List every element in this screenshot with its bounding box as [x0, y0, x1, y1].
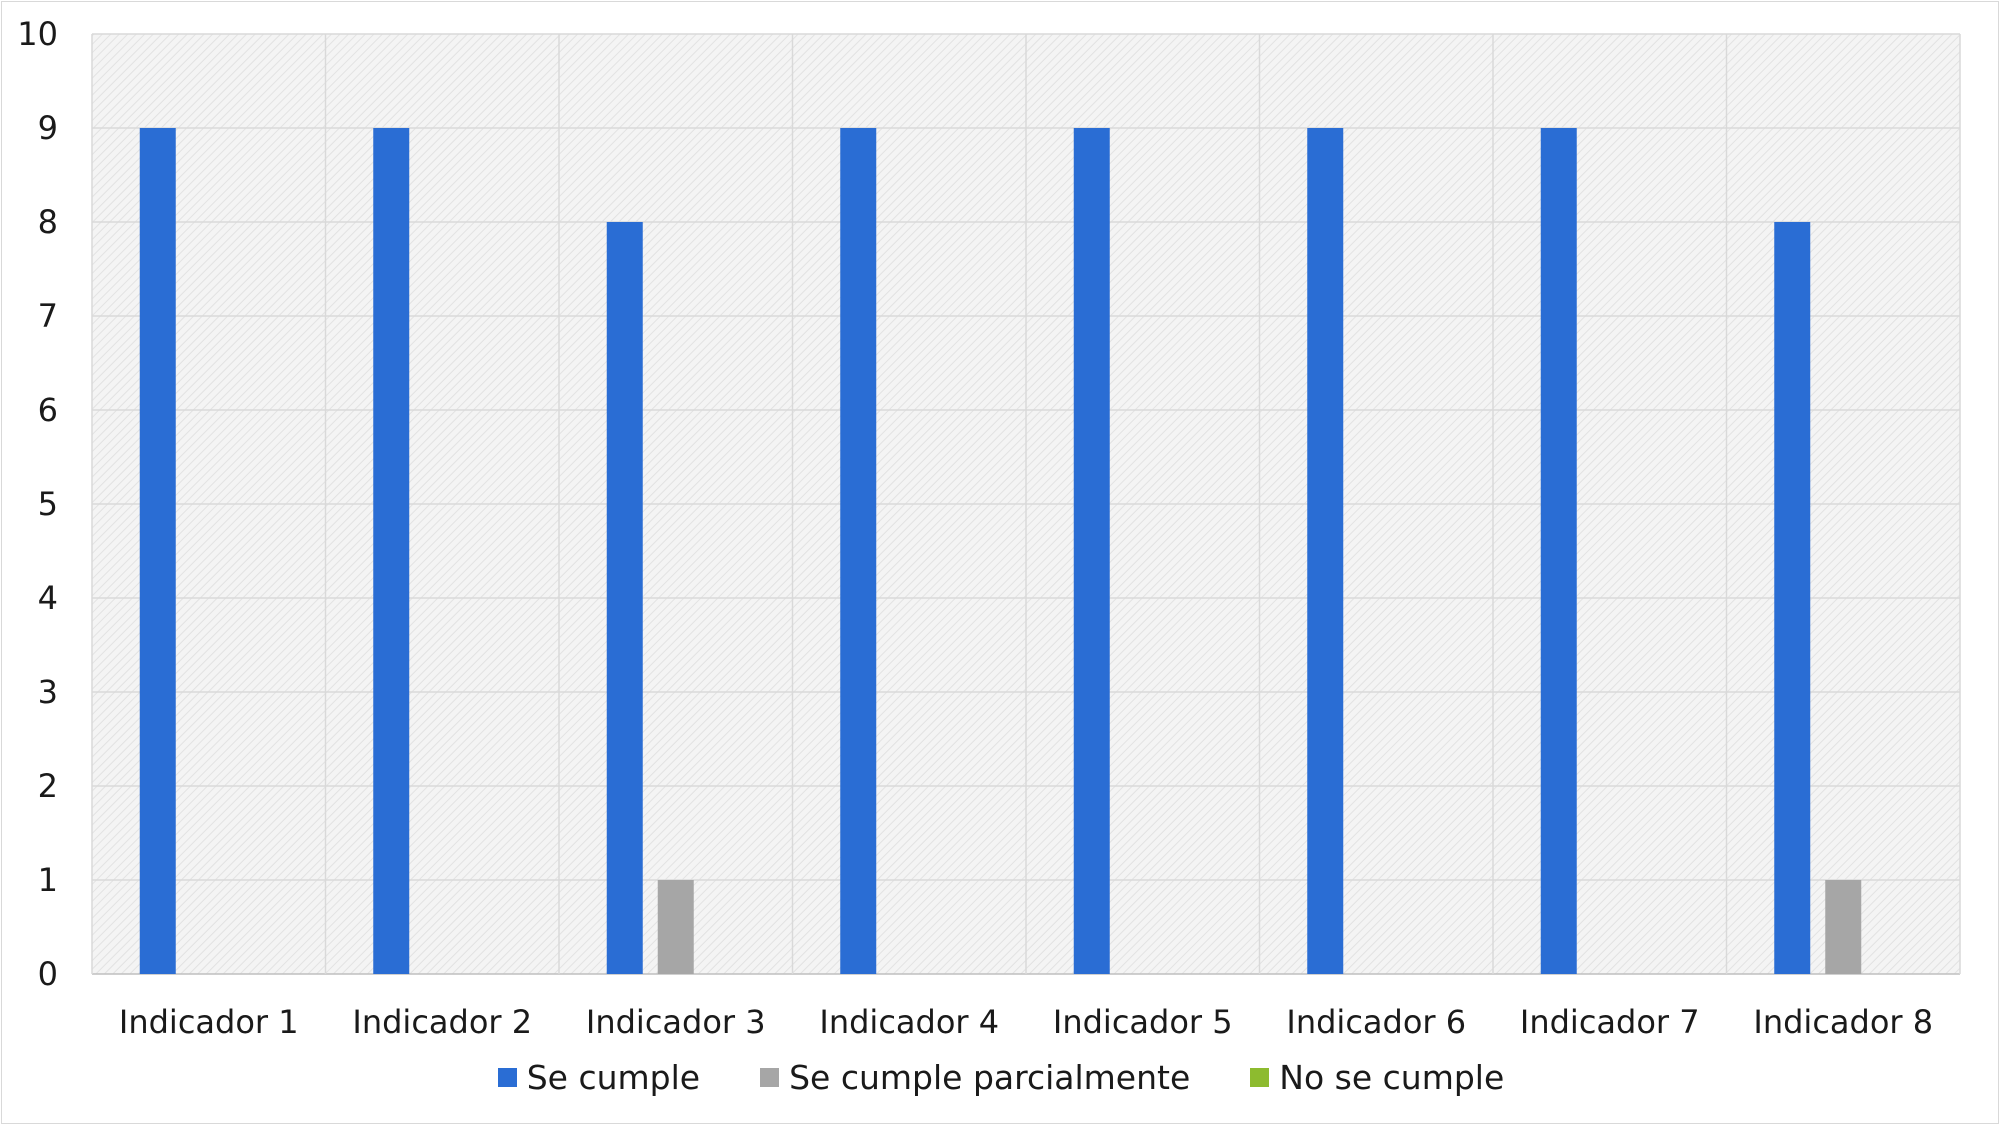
y-tick-label: 7 [38, 297, 58, 335]
legend: Se cumple Se cumple parcialmente No se c… [0, 1058, 2002, 1097]
y-tick-label: 8 [38, 203, 58, 241]
y-tick-label: 5 [38, 485, 58, 523]
bar [1073, 128, 1110, 974]
x-tick-label: Indicador 5 [1053, 1003, 1233, 1041]
x-tick-label: Indicador 7 [1520, 1003, 1700, 1041]
bar [1307, 128, 1344, 974]
y-tick-label: 2 [38, 767, 58, 805]
bar [1825, 880, 1862, 974]
x-tick-label: Indicador 8 [1753, 1003, 1933, 1041]
y-axis-ticks: 0 1 2 3 4 5 6 7 8 9 10 [17, 15, 58, 993]
bar [1774, 222, 1811, 974]
y-tick-label: 6 [38, 391, 58, 429]
y-tick-label: 10 [17, 15, 58, 53]
x-tick-label: Indicador 6 [1286, 1003, 1466, 1041]
bar [606, 222, 643, 974]
legend-swatch [497, 1068, 517, 1087]
y-tick-label: 4 [38, 579, 58, 617]
y-tick-label: 1 [38, 861, 58, 899]
legend-label: Se cumple [526, 1058, 701, 1097]
legend-item-no-se-cumple: No se cumple [1250, 1058, 1504, 1097]
legend-swatch [1250, 1068, 1270, 1087]
x-tick-label: Indicador 1 [119, 1003, 299, 1041]
x-tick-label: Indicador 4 [819, 1003, 999, 1041]
y-tick-label: 3 [38, 673, 58, 711]
x-tick-label: Indicador 2 [352, 1003, 532, 1041]
y-tick-label: 9 [38, 109, 58, 147]
x-tick-label: Indicador 3 [586, 1003, 766, 1041]
x-axis-ticks: Indicador 1 Indicador 2 Indicador 3 Indicad… [119, 1003, 1933, 1041]
legend-swatch [760, 1068, 780, 1087]
legend-item-se-cumple-parcialmente: Se cumple parcialmente [760, 1058, 1190, 1097]
legend-item-se-cumple: Se cumple [497, 1058, 701, 1097]
bar [373, 128, 410, 974]
bar [1540, 128, 1577, 974]
bar [139, 128, 176, 974]
legend-label: No se cumple [1279, 1058, 1505, 1097]
bars [139, 128, 1862, 974]
legend-label: Se cumple parcialmente [789, 1058, 1191, 1097]
y-tick-label: 0 [38, 955, 58, 993]
bar [657, 880, 694, 974]
bar [840, 128, 877, 974]
